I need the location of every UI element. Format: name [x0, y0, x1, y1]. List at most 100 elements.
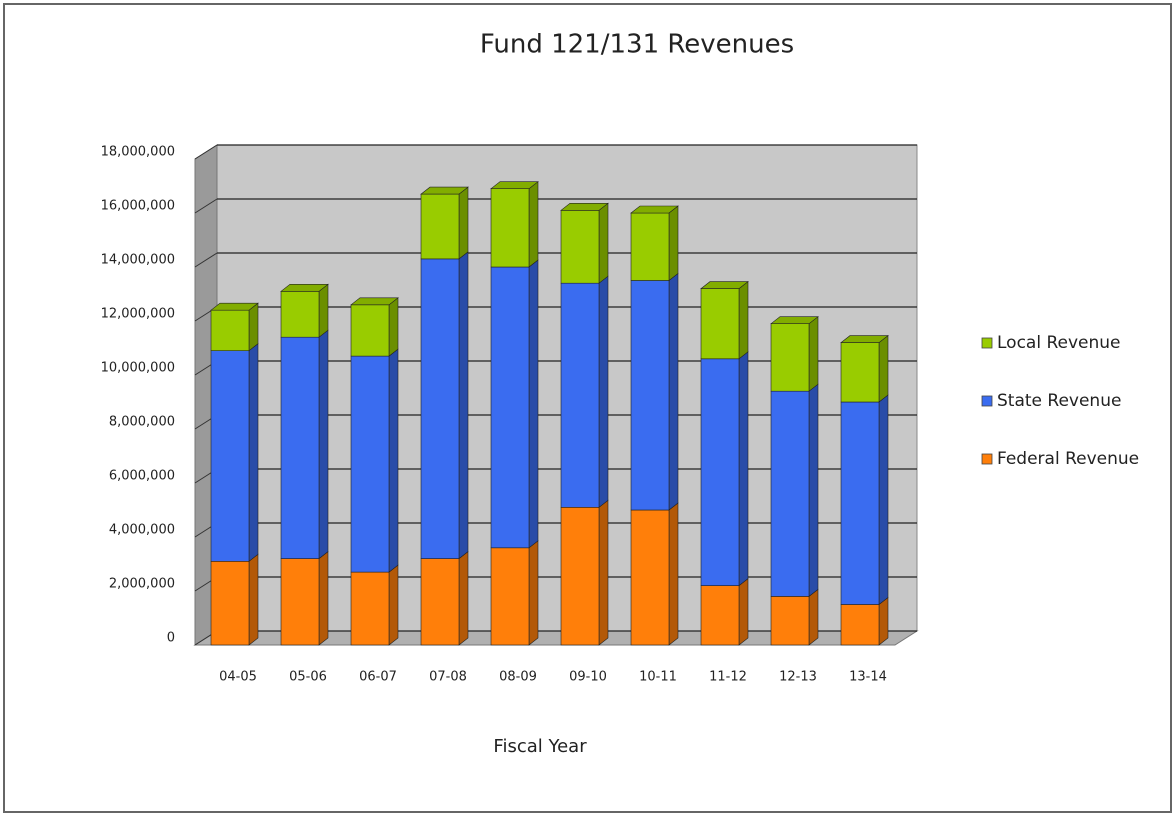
bar — [700, 585, 740, 646]
bar — [350, 304, 390, 357]
bar-side — [878, 596, 889, 646]
bar — [280, 290, 320, 338]
bar-side — [598, 202, 609, 284]
bar-top — [490, 181, 539, 189]
bar — [770, 390, 810, 597]
chart-title: Fund 121/131 Revenues — [480, 30, 794, 60]
bar — [630, 212, 670, 281]
bar — [420, 558, 460, 646]
bar — [840, 342, 880, 403]
bar-side — [738, 577, 749, 646]
bar-top — [560, 203, 609, 211]
x-tick-label: 10-11 — [639, 670, 677, 685]
legend-swatch — [981, 453, 993, 465]
bar-side — [668, 272, 679, 511]
bar — [490, 266, 530, 549]
bar — [560, 282, 600, 508]
bar-top — [700, 281, 749, 289]
bar — [630, 509, 670, 646]
bar-side — [458, 251, 469, 560]
bar-side — [318, 550, 329, 646]
bar-side — [528, 181, 539, 268]
bar-side — [248, 343, 259, 562]
bar-side — [738, 351, 749, 587]
y-tick-label: 0 — [167, 631, 175, 646]
bar-side — [808, 383, 819, 598]
y-tick-label: 12,000,000 — [101, 307, 175, 322]
bar-side — [598, 499, 609, 646]
x-axis-title: Fiscal Year — [493, 736, 587, 757]
y-tick-label: 4,000,000 — [109, 523, 175, 538]
grid-line-side — [194, 252, 218, 268]
bar — [280, 336, 320, 559]
bar — [350, 571, 390, 646]
bar-side — [458, 550, 469, 646]
bar — [840, 401, 880, 605]
bar-side — [528, 540, 539, 646]
bar-side — [808, 316, 819, 392]
bar — [280, 558, 320, 646]
bar-side — [458, 186, 469, 260]
bar — [490, 547, 530, 646]
x-tick-label: 04-05 — [219, 670, 257, 685]
x-tick-label: 08-09 — [499, 670, 537, 685]
grid-line-side — [194, 198, 218, 214]
bar — [490, 188, 530, 268]
bar-side — [878, 334, 889, 403]
bar-top — [350, 297, 399, 306]
x-tick-label: 11-12 — [709, 670, 747, 685]
bar-side — [388, 564, 399, 646]
y-tick-label: 8,000,000 — [109, 415, 175, 430]
legend-swatch — [981, 337, 993, 349]
bar — [770, 323, 810, 392]
bar-top — [630, 205, 679, 214]
bar — [840, 604, 880, 646]
bar-side — [668, 502, 679, 646]
bar-side — [388, 348, 399, 573]
y-tick-label: 16,000,000 — [101, 199, 175, 214]
bar — [420, 193, 460, 260]
x-tick-label: 05-06 — [289, 670, 327, 685]
bar-top — [420, 186, 469, 195]
bar — [630, 280, 670, 511]
legend-swatch — [981, 395, 993, 407]
y-tick-label: 2,000,000 — [109, 577, 175, 592]
legend-label: Local Revenue — [997, 333, 1121, 353]
bar-side — [598, 275, 609, 508]
bar — [770, 596, 810, 646]
bar — [700, 358, 740, 586]
bar — [210, 309, 250, 352]
x-tick-label: 09-10 — [569, 670, 607, 685]
x-tick-label: 06-07 — [359, 670, 397, 685]
bar-top — [770, 316, 819, 325]
bar — [560, 210, 600, 284]
bar-top — [840, 335, 889, 343]
y-tick-label: 14,000,000 — [101, 253, 175, 268]
bar-side — [808, 588, 819, 646]
y-tick-label: 6,000,000 — [109, 469, 175, 484]
x-tick-label: 13-14 — [849, 670, 887, 685]
bar-side — [388, 297, 399, 357]
bar — [210, 560, 250, 646]
y-tick-label: 10,000,000 — [101, 361, 175, 376]
bar-top — [280, 283, 329, 292]
bar-side — [668, 205, 679, 282]
legend-label: State Revenue — [997, 391, 1121, 411]
bar — [560, 506, 600, 646]
bar-side — [248, 553, 259, 646]
x-tick-label: 12-13 — [779, 670, 817, 685]
legend-label: Federal Revenue — [997, 449, 1139, 469]
bar-side — [318, 283, 329, 338]
bar-side — [318, 329, 329, 560]
bar-top — [210, 302, 259, 311]
y-tick-label: 18,000,000 — [101, 145, 175, 160]
bar-side — [248, 302, 259, 352]
bar-side — [878, 394, 889, 606]
bar — [210, 350, 250, 562]
grid-line-side — [194, 144, 218, 160]
bar — [700, 288, 740, 360]
bar-side — [738, 280, 749, 360]
bar — [420, 258, 460, 559]
bar-side — [528, 259, 539, 549]
